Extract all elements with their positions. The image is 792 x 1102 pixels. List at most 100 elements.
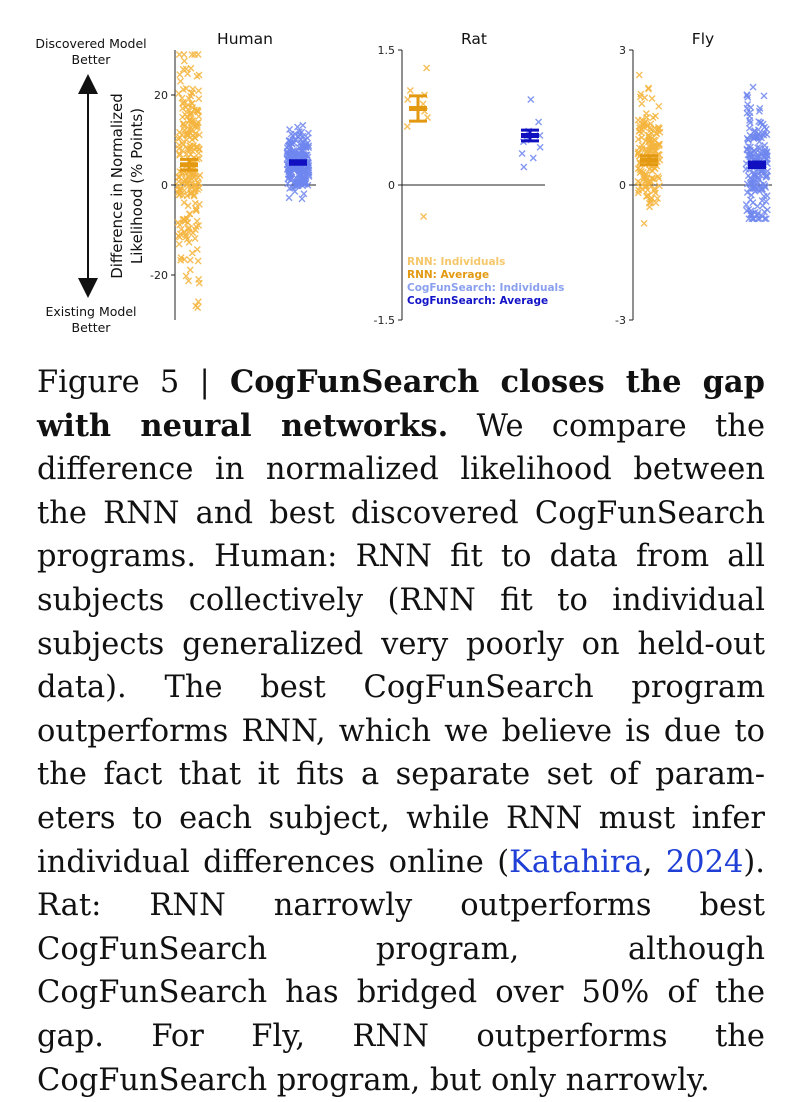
human-point-rnn: [186, 145, 194, 152]
human-point-rnn: [184, 105, 192, 113]
human-ytick-label: 20: [154, 89, 168, 102]
fly-ytick-label: -3: [615, 314, 626, 327]
fly-point-rnn: [636, 121, 644, 129]
human-point-rnn: [175, 240, 183, 248]
fly-point-rnn: [645, 84, 653, 92]
human-point-rnn: [185, 238, 193, 246]
human-point-rnn: [180, 98, 188, 106]
human-point-cfs: [299, 121, 307, 129]
fly-point-rnn: [635, 71, 643, 79]
fly-point-cfs: [758, 167, 766, 175]
rat-panel-title: Rat: [461, 30, 487, 48]
fly-point-cfs: [743, 188, 751, 196]
human-point-cfs: [291, 153, 299, 161]
human-point-rnn: [175, 173, 183, 181]
fly-point-rnn: [652, 147, 660, 155]
human-point-cfs: [300, 190, 308, 198]
human-point-rnn: [176, 71, 184, 79]
human-point-rnn: [182, 150, 190, 158]
fly-point-cfs: [750, 215, 758, 223]
fly-point-cfs: [761, 145, 769, 153]
fly-point-rnn: [637, 167, 645, 175]
human-point-cfs: [295, 128, 303, 136]
chart-panels: Human 20 0 -20 Rat 1.5 0 -1.5 Fly 3 0 -3: [150, 30, 772, 327]
fly-point-rnn: [654, 172, 662, 180]
human-point-rnn: [175, 191, 183, 199]
human-point-rnn: [184, 202, 192, 210]
fly-point-cfs: [751, 171, 759, 179]
human-point-cfs: [301, 166, 309, 174]
human-point-rnn: [184, 180, 192, 188]
citation-year-link[interactable]: 2024: [665, 844, 744, 880]
figure-svg: Discovered Model Better Existing Model B…: [35, 30, 772, 335]
top-note-line1: Discovered Model: [35, 36, 146, 51]
human-panel-title: Human: [217, 30, 273, 48]
human-point-rnn: [178, 94, 186, 102]
human-point-rnn: [179, 141, 187, 149]
fly-point-cfs: [760, 180, 768, 188]
human-point-rnn: [193, 72, 201, 80]
fly-point-cfs: [744, 172, 752, 180]
human-point-rnn: [184, 70, 192, 78]
human-point-rnn: [174, 135, 182, 143]
fly-point-cfs: [760, 192, 768, 200]
human-point-rnn: [184, 219, 192, 227]
fly-point-cfs: [762, 173, 770, 181]
human-point-cfs: [285, 136, 293, 144]
fly-point-rnn: [649, 142, 657, 150]
fly-point-rnn: [634, 148, 642, 156]
fly-point-rnn: [645, 192, 653, 200]
fly-point-rnn: [642, 109, 650, 117]
human-point-rnn: [179, 216, 187, 224]
human-point-rnn: [188, 89, 196, 97]
human-point-rnn: [174, 218, 182, 226]
human-point-rnn: [195, 131, 203, 139]
fly-point-rnn: [646, 137, 654, 145]
human-point-rnn: [192, 205, 200, 213]
human-point-cfs: [286, 125, 294, 133]
human-point-rnn: [191, 199, 199, 207]
human-point-rnn: [183, 136, 191, 144]
human-point-rnn: [188, 144, 196, 152]
human-point-rnn: [193, 123, 201, 131]
human-point-rnn: [192, 302, 200, 310]
fly-point-rnn: [645, 165, 653, 173]
human-point-rnn: [185, 95, 193, 103]
human-point-rnn: [175, 128, 183, 136]
human-point-rnn: [185, 277, 193, 285]
human-point-rnn: [184, 131, 192, 138]
human-point-rnn: [182, 233, 190, 241]
fly-point-rnn: [655, 174, 663, 182]
fly-point-cfs: [746, 143, 754, 151]
fly-point-rnn: [654, 125, 662, 133]
fly-point-rnn: [638, 141, 646, 149]
human-point-rnn: [180, 126, 188, 134]
human-point-rnn: [184, 173, 192, 181]
legend: RNN: Individuals RNN: Average CogFunSear…: [407, 256, 564, 307]
human-point-rnn: [186, 117, 194, 125]
fly-point-cfs: [753, 133, 761, 141]
human-point-cfs: [298, 128, 306, 136]
human-point-cfs: [304, 134, 312, 142]
human-point-rnn: [190, 170, 198, 178]
human-point-rnn: [186, 266, 194, 274]
fly-point-rnn: [645, 85, 653, 93]
human-point-rnn: [186, 210, 194, 218]
fly-point-cfs: [758, 197, 766, 205]
human-point-rnn: [176, 151, 184, 159]
human-ytick-label: 0: [161, 179, 168, 192]
fly-point-rnn: [636, 179, 644, 187]
citation-author-link[interactable]: Katahira: [509, 844, 643, 880]
human-point-cfs: [285, 171, 293, 179]
human-point-rnn: [189, 85, 197, 93]
fly-point-rnn: [640, 219, 648, 227]
human-point-rnn: [191, 234, 199, 242]
human-point-cfs: [305, 173, 313, 181]
fly-point-cfs: [746, 109, 754, 117]
fly-point-cfs: [743, 91, 751, 99]
human-point-rnn: [195, 279, 203, 287]
human-point-rnn: [175, 51, 183, 58]
rat-point-rnn: [406, 87, 414, 94]
human-point-cfs: [290, 139, 298, 147]
fly-point-cfs: [747, 104, 755, 112]
